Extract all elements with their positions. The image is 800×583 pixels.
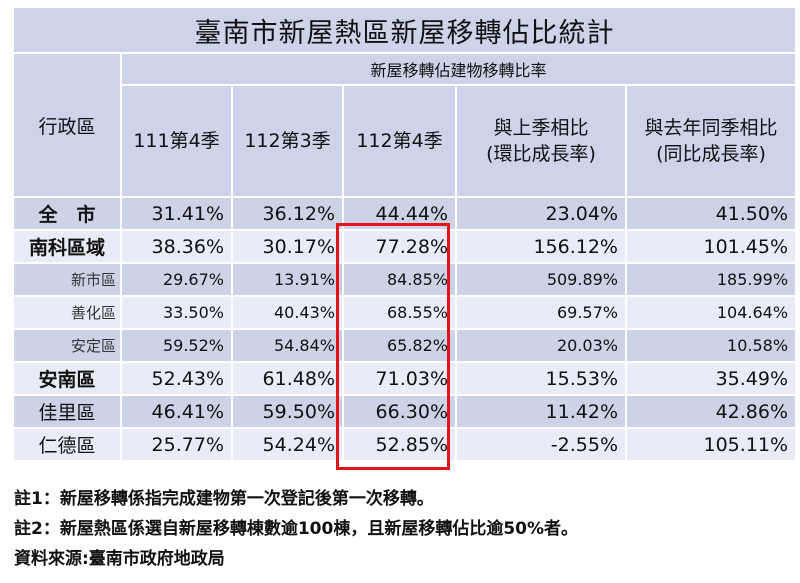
source-note: 資料來源:臺南市政府地政局 (14, 549, 225, 569)
value-cell: 68.55% (342, 295, 457, 330)
value-cell: 105.11% (624, 427, 798, 462)
district-name: 仁德區 (12, 427, 122, 462)
value-cell: 69.57% (455, 295, 627, 330)
district-header: 行政區 (12, 52, 122, 198)
value-cell: 42.86% (624, 394, 798, 429)
value-cell: 25.77% (120, 427, 233, 462)
table-row: 新市區 29.67% 13.91% 84.85% 509.89% 185.99% (12, 262, 798, 297)
value-cell: 29.67% (120, 262, 233, 297)
district-name: 安南區 (12, 361, 122, 396)
value-cell: 23.04% (455, 196, 627, 231)
value-cell: 54.84% (231, 328, 344, 363)
district-name: 南科區域 (12, 229, 122, 264)
value-cell: 10.58% (624, 328, 798, 363)
value-cell: 40.43% (231, 295, 344, 330)
table-row: 全 市 31.41% 36.12% 44.44% 23.04% 41.50% (12, 196, 798, 231)
value-cell: 13.91% (231, 262, 344, 297)
district-name: 安定區 (12, 328, 122, 363)
value-cell: 36.12% (231, 196, 344, 231)
value-cell: 65.82% (342, 328, 457, 363)
value-cell: 156.12% (455, 229, 627, 264)
table-row: 善化區 33.50% 40.43% 68.55% 69.57% 104.64% (12, 295, 798, 330)
column-header-112q3: 112第3季 (231, 84, 344, 198)
value-cell: 61.48% (231, 361, 344, 396)
table-row: 南科區域 38.36% 30.17% 77.28% 156.12% 101.45% (12, 229, 798, 264)
value-cell: 59.50% (231, 394, 344, 429)
district-name: 善化區 (12, 295, 122, 330)
value-cell: 41.50% (624, 196, 798, 231)
value-cell: 52.43% (120, 361, 233, 396)
note-1: 註1：新屋移轉係指完成建物第一次登記後第一次移轉。 (14, 489, 434, 509)
value-cell: 33.50% (120, 295, 233, 330)
stats-table-container: 臺南市新屋熱區新屋移轉佔比統計 行政區 新屋移轉佔建物移轉比率 111第4季 1… (11, 6, 798, 462)
value-cell: 20.03% (455, 328, 627, 363)
value-cell: 84.85% (342, 262, 457, 297)
column-header-yoy: 與去年同季相比 (同比成長率) (624, 84, 798, 198)
value-cell: 15.53% (455, 361, 627, 396)
district-name: 新市區 (12, 262, 122, 297)
value-cell: 31.41% (120, 196, 233, 231)
value-cell: 35.49% (624, 361, 798, 396)
table-title: 臺南市新屋熱區新屋移轉佔比統計 (11, 6, 798, 54)
note-2: 註2：新屋熱區係選自新屋移轉棟數逾100棟，且新屋移轉佔比逾50%者。 (14, 519, 579, 539)
district-name: 佳里區 (12, 394, 122, 429)
value-cell: 509.89% (455, 262, 627, 297)
value-cell: 71.03% (342, 361, 457, 396)
stats-table: 臺南市新屋熱區新屋移轉佔比統計 行政區 新屋移轉佔建物移轉比率 111第4季 1… (11, 6, 798, 462)
table-body: 全 市 31.41% 36.12% 44.44% 23.04% 41.50% 南科區域 38.… (12, 196, 798, 462)
value-cell: 66.30% (342, 394, 457, 429)
table-row: 仁德區 25.77% 54.24% 52.85% -2.55% 105.11% (12, 427, 798, 462)
value-cell: 77.28% (342, 229, 457, 264)
table-row: 佳里區 46.41% 59.50% 66.30% 11.42% 42.86% (12, 394, 798, 429)
value-cell: 52.85% (342, 427, 457, 462)
notes: 註1：新屋移轉係指完成建物第一次登記後第一次移轉。 註2：新屋熱區係選自新屋移轉… (14, 484, 578, 574)
column-header-qoq: 與上季相比 (環比成長率) (455, 84, 627, 198)
value-cell: 101.45% (624, 229, 798, 264)
district-name: 全 市 (12, 196, 122, 231)
value-cell: 104.64% (624, 295, 798, 330)
table-row: 安南區 52.43% 61.48% 71.03% 15.53% 35.49% (12, 361, 798, 396)
value-cell: 44.44% (342, 196, 457, 231)
value-cell: 185.99% (624, 262, 798, 297)
column-header-111q4: 111第4季 (120, 84, 233, 198)
column-header-112q4: 112第4季 (342, 84, 457, 198)
value-cell: -2.55% (455, 427, 627, 462)
value-cell: 46.41% (120, 394, 233, 429)
value-cell: 59.52% (120, 328, 233, 363)
group-header: 新屋移轉佔建物移轉比率 (119, 52, 798, 86)
value-cell: 11.42% (455, 394, 627, 429)
value-cell: 38.36% (120, 229, 233, 264)
table-row: 安定區 59.52% 54.84% 65.82% 20.03% 10.58% (12, 328, 798, 363)
value-cell: 30.17% (231, 229, 344, 264)
value-cell: 54.24% (231, 427, 344, 462)
